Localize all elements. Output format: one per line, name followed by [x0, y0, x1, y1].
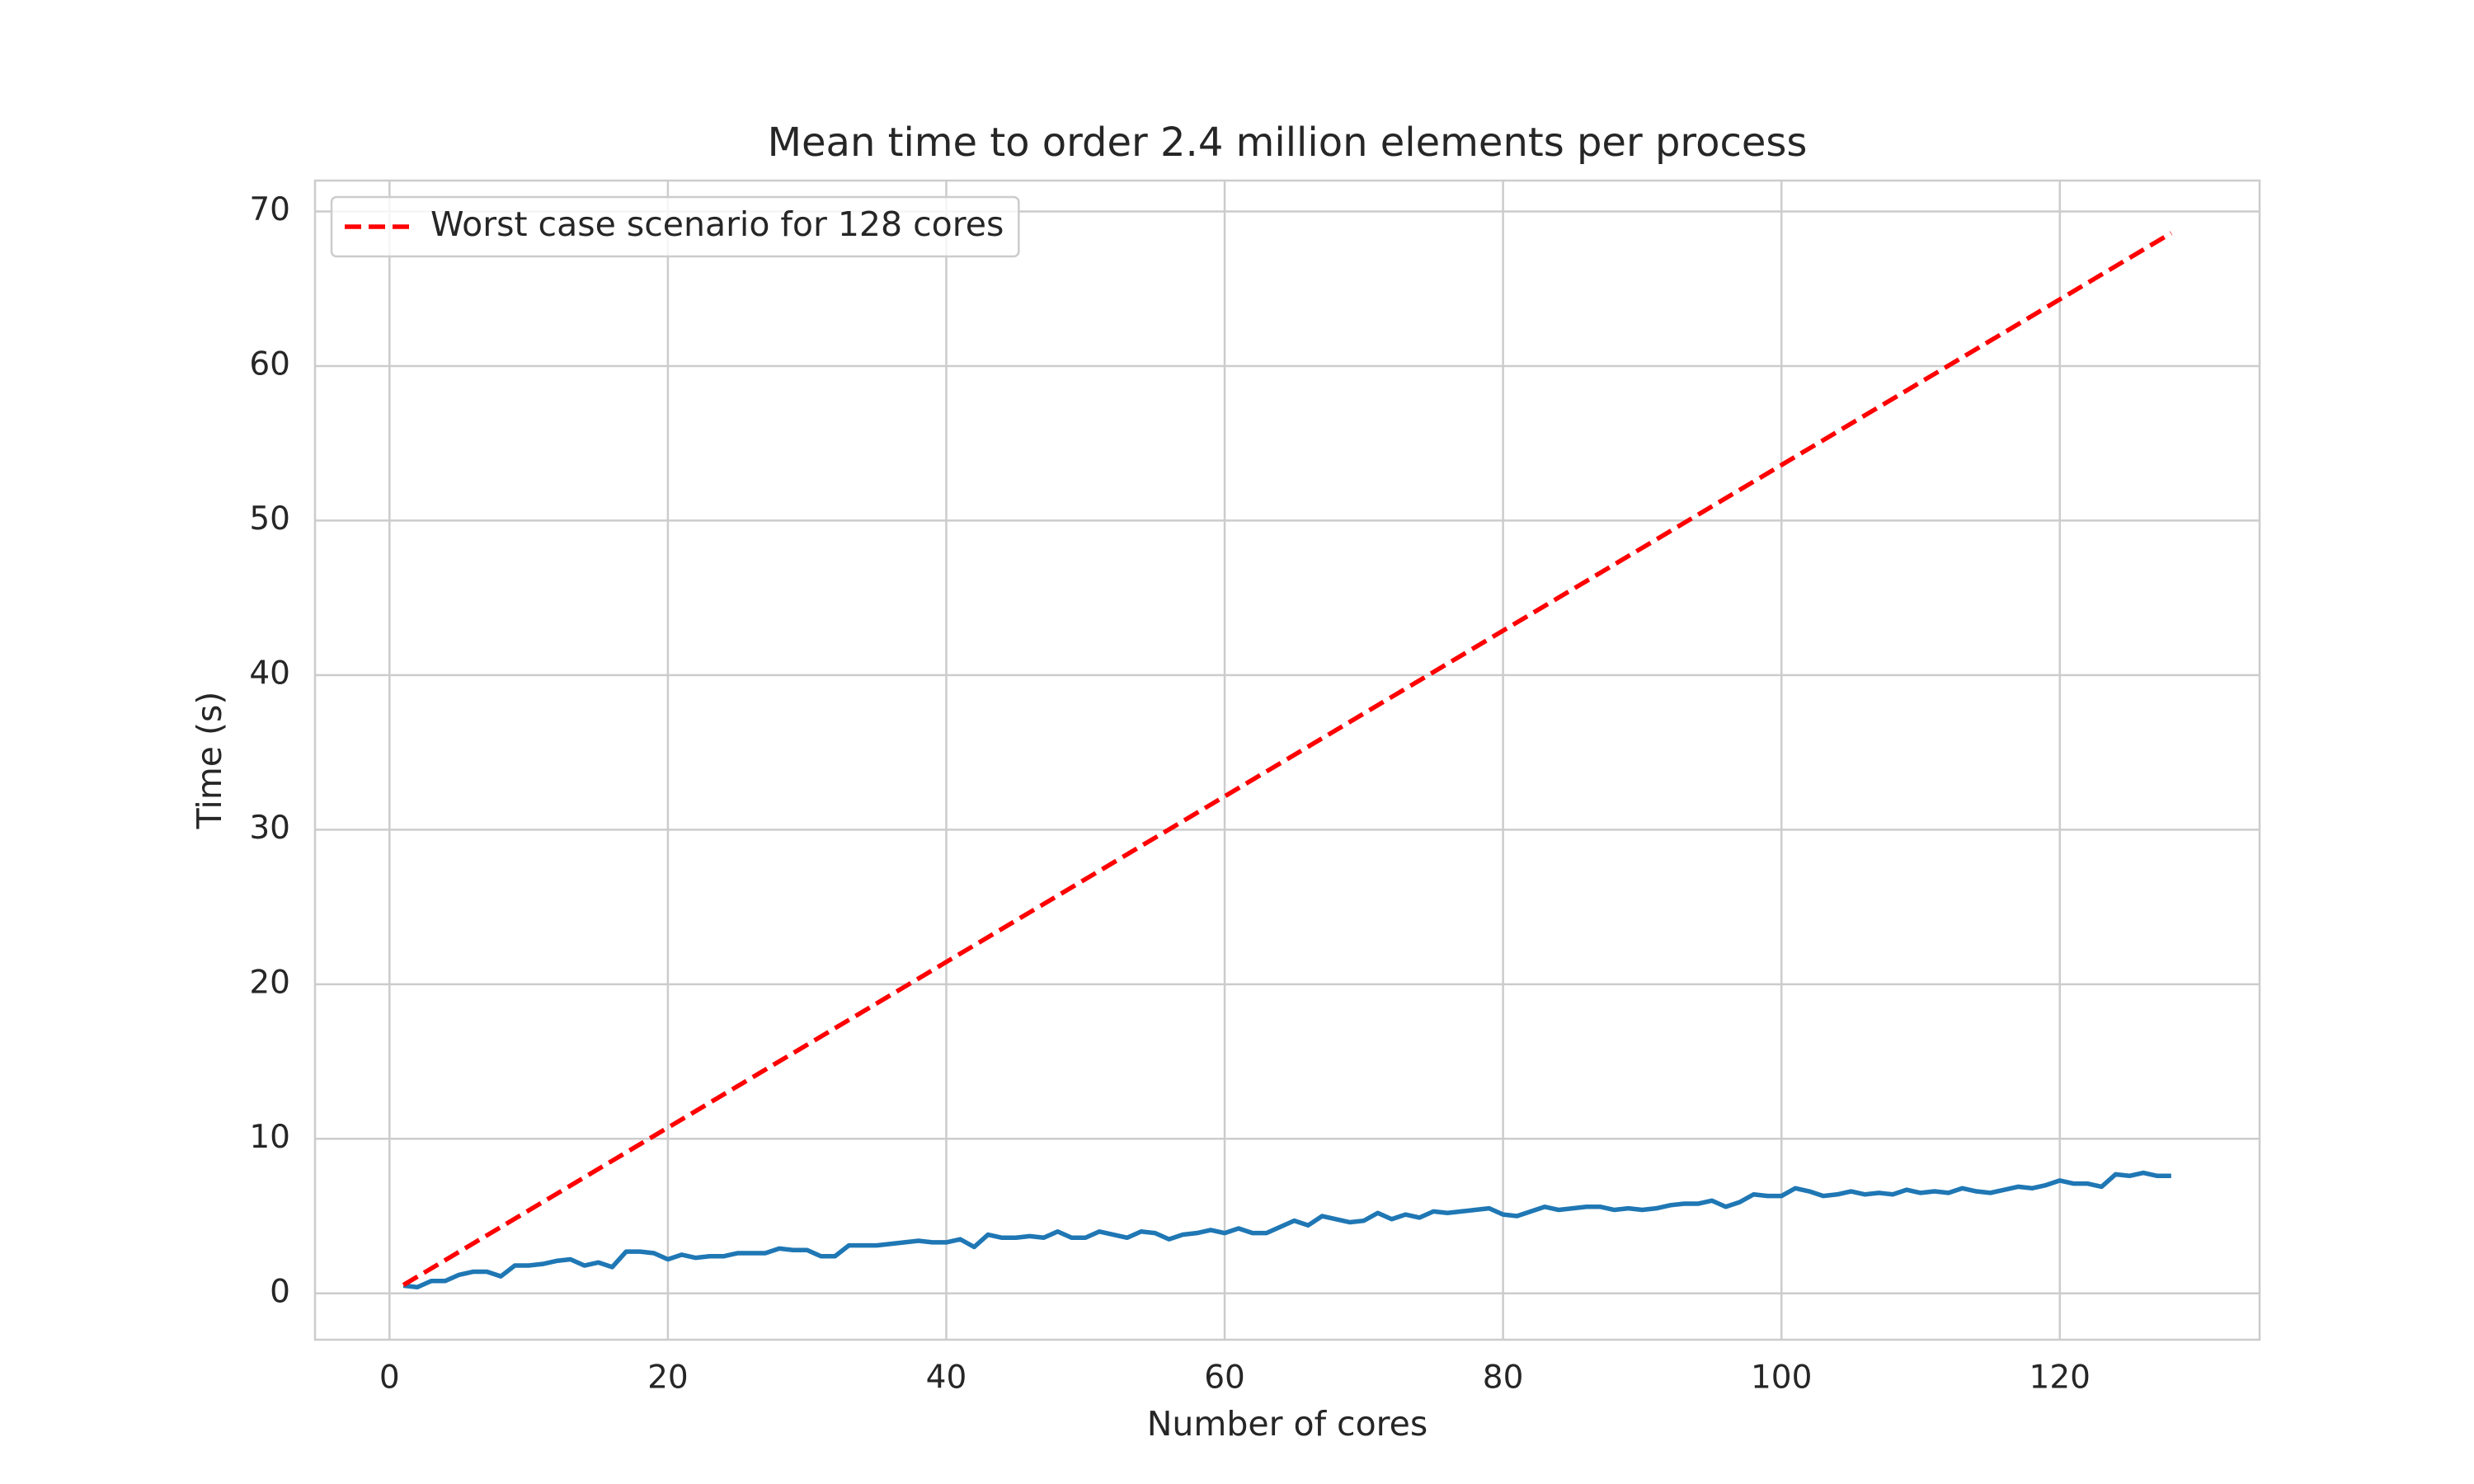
y-tick-label: 30 [249, 810, 290, 847]
x-tick-label: 0 [379, 1360, 400, 1397]
y-tick-label: 20 [249, 964, 290, 1001]
series-line [402, 1170, 2171, 1290]
x-tick-label: 40 [926, 1360, 967, 1397]
y-tick-label: 10 [249, 1119, 290, 1156]
y-axis-label: Time (s) [190, 692, 229, 830]
x-tick-label: 100 [1751, 1360, 1812, 1397]
x-tick-label: 60 [1204, 1360, 1245, 1397]
y-tick-label: 50 [249, 500, 290, 538]
x-tick-label: 80 [1483, 1360, 1524, 1397]
chart-title: Mean time to order 2.4 million elements … [768, 120, 1808, 166]
legend-box [330, 195, 1020, 258]
series-line [402, 231, 2173, 1288]
legend: Worst case scenario for 128 cores [330, 195, 1020, 258]
x-axis-label: Number of cores [1147, 1404, 1427, 1444]
y-tick-label: 0 [270, 1273, 290, 1310]
x-tick-label: 20 [647, 1360, 689, 1397]
x-tick-label: 120 [2030, 1360, 2091, 1397]
legend-label: Worst case scenario for 128 cores [430, 204, 1004, 244]
y-tick-label: 40 [249, 655, 290, 692]
y-tick-label: 60 [249, 345, 290, 383]
y-tick-label: 70 [249, 191, 290, 228]
plot-frame [313, 179, 2261, 1341]
